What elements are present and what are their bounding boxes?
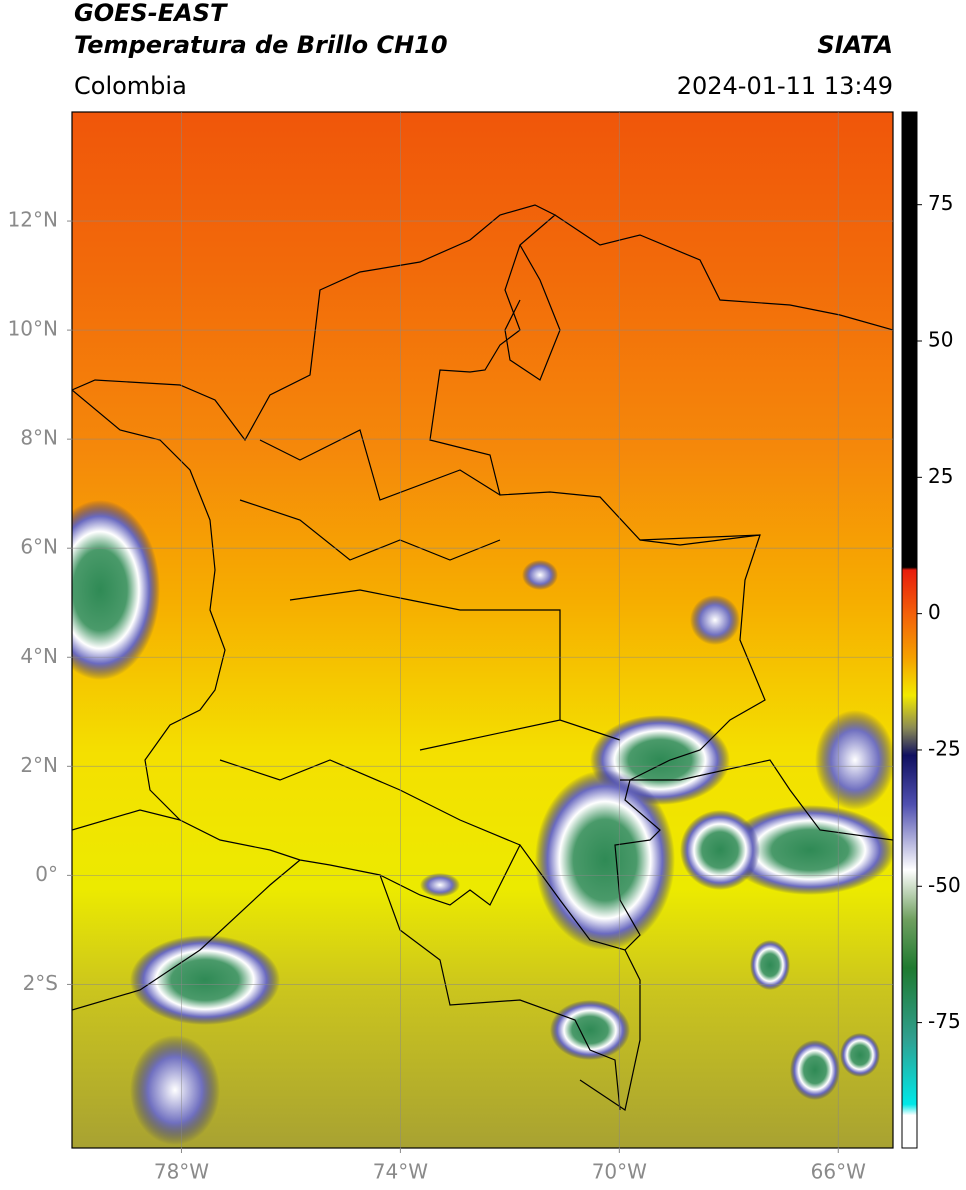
borders	[72, 204, 893, 1111]
colorbar-ticks: 75 50 25 0 -25 -50 -75	[917, 191, 961, 1033]
subtitle: Temperatura de Brillo CH10	[74, 31, 448, 59]
x-tick-label: 66°W	[811, 1160, 866, 1184]
colorbar-tick-label: 25	[928, 464, 953, 488]
map-frame	[71, 111, 894, 1149]
y-tick-label: 8°N	[20, 426, 58, 450]
y-tick-label: 6°N	[20, 535, 58, 559]
colorbar-tick-label: -25	[928, 736, 961, 760]
colorbar-tick-label: 0	[928, 600, 941, 624]
title: GOES-EAST	[74, 0, 228, 27]
x-tick-label: 74°W	[373, 1160, 428, 1184]
colorbar-tick-label: 75	[928, 191, 953, 215]
source: SIATA	[817, 31, 893, 59]
colorbar-tick-label: -75	[928, 1009, 961, 1033]
y-tick-label: 12°N	[8, 208, 58, 232]
axis-ticks: 78°W 74°W 70°W 66°W 12°N 10°N 8°N 6°N 4°N 2°N 0° 2°…	[8, 208, 867, 1184]
colorbar-tick-label: 50	[928, 328, 953, 352]
clouds	[72, 500, 893, 1145]
colorbar	[901, 111, 918, 1149]
y-tick-label: 2°N	[20, 753, 58, 777]
y-tick-label: 4°N	[20, 644, 58, 668]
x-tick-label: 78°W	[154, 1160, 209, 1184]
x-tick-label: 70°W	[592, 1160, 647, 1184]
y-tick-label: 2°S	[23, 971, 58, 995]
region: Colombia	[74, 72, 187, 100]
y-tick-label: 10°N	[8, 317, 58, 341]
colorbar-tick-label: -50	[928, 873, 961, 897]
y-tick-label: 0°	[35, 862, 58, 886]
grid	[72, 112, 893, 1148]
datetime: 2024-01-11 13:49	[677, 72, 893, 100]
map-area	[72, 112, 893, 1148]
